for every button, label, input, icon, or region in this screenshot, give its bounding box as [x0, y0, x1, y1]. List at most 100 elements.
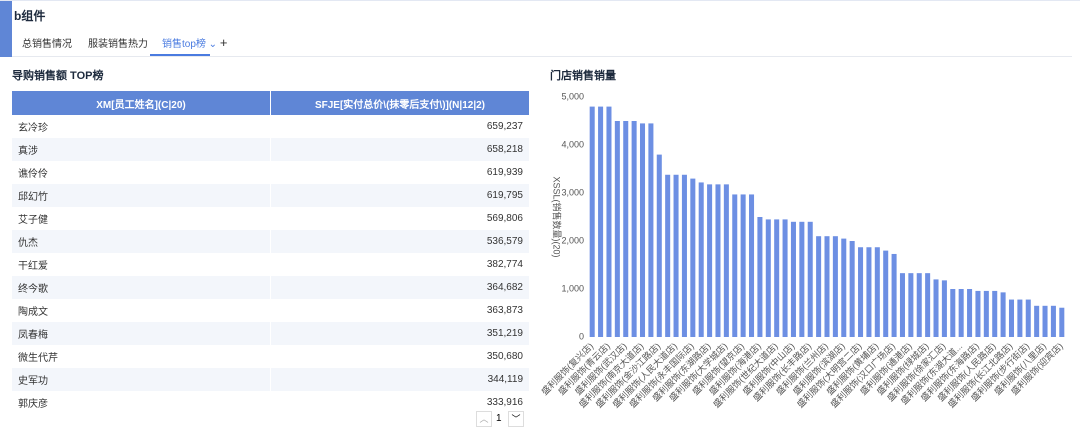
bar	[749, 194, 755, 337]
table-cell: 659,237	[270, 115, 530, 138]
bar	[933, 279, 939, 337]
bar	[774, 219, 780, 337]
table-cell: 玄冷珍	[12, 115, 271, 138]
table-cell: 619,939	[270, 161, 530, 184]
next-page[interactable]: ﹀	[508, 411, 524, 427]
y-tick-label: 3,000	[561, 187, 584, 197]
bar	[950, 289, 956, 337]
bar	[824, 236, 830, 337]
bar	[807, 221, 813, 337]
table-cell: 619,795	[270, 184, 530, 207]
bar	[790, 221, 796, 337]
bar	[765, 219, 771, 337]
table-cell: 344,119	[270, 368, 530, 391]
bar	[740, 194, 746, 337]
table-cell: 536,579	[270, 230, 530, 253]
bar	[757, 217, 763, 337]
page-number: 1	[496, 413, 502, 424]
table-row: 史军功 344,119	[12, 368, 530, 391]
bar	[648, 123, 654, 338]
bar	[899, 273, 905, 337]
bar	[673, 174, 679, 337]
column-header[interactable]: SFJE[实付总价\(抹零后支付\)](N|12|2)	[270, 91, 530, 115]
bar	[690, 178, 696, 337]
table-cell: 邱幻竹	[12, 184, 271, 207]
bar	[631, 121, 637, 337]
tab[interactable]: 总销售情况	[22, 39, 72, 50]
table-cell: 仇杰	[12, 230, 271, 253]
bar	[639, 123, 646, 338]
y-tick-label: 1,000	[561, 283, 584, 293]
bar	[1050, 305, 1056, 337]
tab-active[interactable]: 销售top榜 ⌄ +	[162, 35, 228, 50]
bar	[598, 106, 604, 337]
bar	[858, 247, 864, 337]
table-row: 真涉 658,218	[12, 138, 530, 161]
table-row: 陶成文 363,873	[12, 299, 530, 322]
bar	[656, 154, 662, 337]
bar	[967, 289, 973, 337]
bar	[1059, 307, 1065, 337]
prev-page[interactable]: ︿	[476, 411, 492, 427]
table-row: 邱幻竹 619,795	[12, 184, 530, 207]
y-axis-title: XSSL(销售数量)(20)	[552, 176, 563, 257]
table-cell: 382,774	[270, 253, 530, 276]
bar	[698, 182, 704, 337]
tab[interactable]: 服装销售热力	[88, 39, 148, 50]
bar	[723, 184, 729, 337]
table-row: 谯伶伶 619,939	[12, 161, 530, 184]
y-tick-label: 4,000	[561, 139, 584, 149]
bar	[1000, 292, 1006, 337]
bar	[732, 194, 738, 337]
table-cell: 真涉	[12, 138, 271, 161]
column-header[interactable]: XM[员工姓名](C|20)	[12, 91, 271, 115]
table-title: 导购销售额 TOP榜	[12, 70, 104, 82]
bar	[816, 236, 822, 337]
bar	[925, 273, 931, 337]
bar	[1008, 299, 1015, 337]
table-cell: 351,219	[270, 322, 530, 345]
bar	[665, 174, 671, 337]
bar	[799, 221, 805, 337]
bar	[908, 273, 914, 337]
table-row: 艾子健 569,806	[12, 207, 530, 230]
chart-title: 门店销售销量	[550, 70, 616, 82]
table-row: 终今歌 364,682	[12, 276, 530, 299]
table-row: 凤春梅 351,219	[12, 322, 530, 345]
bar	[1034, 305, 1040, 337]
table-cell: 谯伶伶	[12, 161, 271, 184]
table-row: 仇杰 536,579	[12, 230, 530, 253]
bar	[589, 106, 595, 337]
bar	[841, 238, 847, 337]
bar	[941, 280, 947, 337]
table-row: 微生代芹 350,680	[12, 345, 530, 368]
table-row: 郭庆彦 333,916	[12, 391, 530, 414]
bar	[623, 121, 629, 337]
table-cell: 陶成文	[12, 299, 271, 322]
table-cell: 微生代芹	[12, 345, 271, 368]
table-cell: 333,916	[270, 391, 530, 414]
bar	[832, 236, 838, 337]
table-cell: 364,682	[270, 276, 530, 299]
table-cell: 569,806	[270, 207, 530, 230]
bar	[891, 253, 897, 337]
table-cell: 郭庆彦	[12, 391, 271, 414]
bar	[992, 290, 998, 337]
bar	[866, 247, 872, 337]
bar	[1042, 305, 1048, 337]
tab-label: 销售top榜	[162, 39, 206, 50]
tab-underline	[150, 54, 210, 56]
y-tick-label: 2,000	[561, 235, 584, 245]
bar	[874, 247, 880, 337]
table-cell: 史军功	[12, 368, 271, 391]
divider	[12, 56, 1072, 57]
bar	[1017, 299, 1023, 337]
table-cell: 363,873	[270, 299, 530, 322]
bar	[681, 174, 687, 337]
bar	[707, 184, 713, 337]
bar	[782, 219, 788, 337]
table-row: 干红爱 382,774	[12, 253, 530, 276]
toolbar[interactable]	[0, 1, 12, 57]
